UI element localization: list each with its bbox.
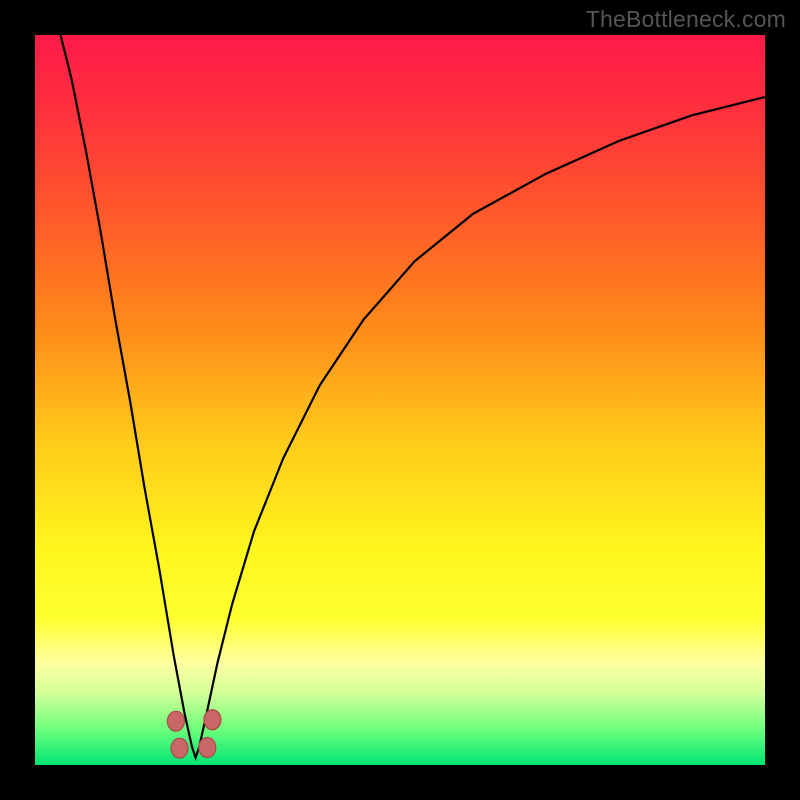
watermark-text: TheBottleneck.com xyxy=(586,6,786,33)
chart-frame: TheBottleneck.com xyxy=(0,0,800,800)
gradient-chart-svg xyxy=(35,35,765,765)
plot-area xyxy=(35,35,765,765)
data-marker xyxy=(167,711,184,731)
gradient-background xyxy=(35,35,765,765)
data-marker xyxy=(204,710,221,730)
data-marker xyxy=(171,738,188,758)
data-marker xyxy=(199,737,216,757)
